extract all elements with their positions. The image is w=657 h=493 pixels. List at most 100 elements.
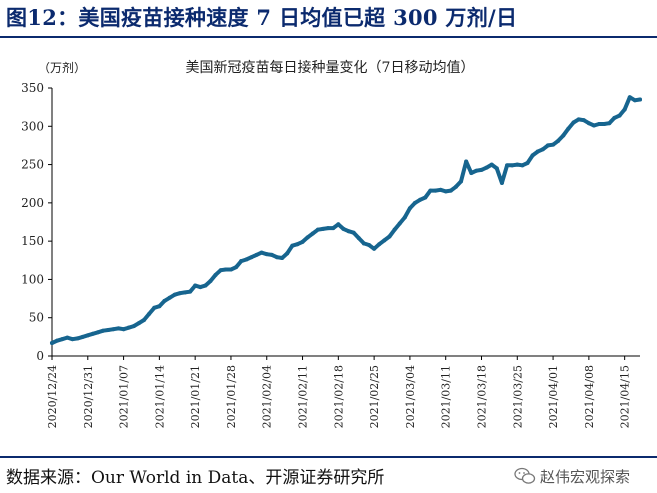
data-point: [254, 252, 259, 257]
data-point: [367, 242, 372, 247]
x-tick-label: 2021/04/08: [583, 365, 596, 428]
series-line: [50, 95, 642, 345]
data-point: [305, 235, 310, 240]
data-point: [157, 304, 162, 309]
data-point: [218, 268, 223, 273]
data-point: [198, 285, 203, 290]
data-point: [464, 159, 469, 164]
data-point: [152, 305, 157, 310]
y-tick-label: 0: [36, 349, 44, 363]
data-point: [479, 167, 484, 172]
x-tick-label: 2021/03/11: [440, 365, 453, 428]
data-point: [571, 120, 576, 125]
data-point: [505, 163, 510, 168]
data-point: [535, 149, 540, 154]
chart-title: 美国新冠疫苗每日接种量变化（7日移动均值）: [186, 59, 475, 76]
x-tick-label: 2021/02/11: [297, 365, 310, 428]
x-tick-label: 2021/03/25: [511, 365, 524, 428]
y-tick-label: 100: [21, 272, 44, 286]
data-point: [361, 241, 366, 246]
wechat-icon: [514, 467, 536, 484]
x-tick-label: 2021/02/04: [261, 365, 274, 428]
data-point: [96, 330, 101, 335]
data-point: [336, 222, 341, 227]
data-point: [203, 283, 208, 288]
y-tick-label: 50: [29, 311, 44, 325]
data-point: [172, 292, 177, 297]
data-point: [162, 298, 167, 303]
data-point: [377, 242, 382, 247]
data-point: [341, 226, 346, 231]
data-point: [274, 255, 279, 260]
x-tick-label: 2021/03/04: [404, 365, 417, 428]
data-point: [310, 231, 315, 236]
data-point: [234, 265, 239, 270]
data-point: [459, 179, 464, 184]
data-point: [632, 98, 637, 103]
y-tick-label: 300: [21, 119, 44, 133]
data-point: [315, 227, 320, 232]
data-point: [453, 184, 458, 189]
data-point: [55, 338, 60, 343]
data-point: [581, 118, 586, 123]
data-point: [551, 142, 556, 147]
data-point: [300, 239, 305, 244]
data-point: [136, 321, 141, 326]
data-point: [607, 121, 612, 126]
data-point: [244, 257, 249, 262]
data-point: [356, 236, 361, 241]
data-point: [418, 197, 423, 202]
data-point: [351, 230, 356, 235]
x-tick-label: 2021/01/07: [118, 365, 131, 428]
data-point: [515, 162, 520, 167]
title-divider: [0, 36, 657, 38]
data-point: [182, 290, 187, 295]
data-point: [494, 166, 499, 171]
source-note: 数据来源：Our World in Data、开源证券研究所: [6, 468, 385, 488]
data-point: [142, 318, 147, 323]
data-point: [295, 242, 300, 247]
data-point: [520, 163, 525, 168]
data-point: [566, 126, 571, 131]
data-point: [474, 168, 479, 173]
data-point: [65, 335, 70, 340]
data-point: [121, 327, 126, 332]
data-point: [499, 180, 504, 185]
y-tick-label: 350: [21, 81, 44, 95]
data-point: [402, 215, 407, 220]
data-point: [576, 117, 581, 122]
data-point: [586, 121, 591, 126]
data-point: [397, 221, 402, 226]
data-point: [167, 295, 172, 300]
data-point: [540, 147, 545, 152]
line-chart: 美国新冠疫苗每日接种量变化（7日移动均值） （万剂） 0 50 100 150 200 2…: [21, 59, 642, 428]
data-point: [90, 331, 95, 336]
data-point: [387, 234, 392, 239]
data-point: [259, 250, 264, 255]
data-point: [223, 267, 228, 272]
data-point: [126, 325, 131, 330]
data-point: [188, 289, 193, 294]
data-point: [320, 226, 325, 231]
data-point: [131, 324, 136, 329]
data-point: [208, 278, 213, 283]
footer-divider: [0, 456, 657, 458]
x-tick-label: 2021/04/15: [619, 365, 632, 428]
data-point: [525, 161, 530, 166]
data-point: [413, 200, 418, 205]
data-point: [484, 165, 489, 170]
data-point: [556, 138, 561, 143]
data-point: [101, 328, 106, 333]
data-point: [561, 133, 566, 138]
x-tick-label: 2021/01/14: [153, 365, 166, 428]
data-point: [116, 326, 121, 331]
data-point: [326, 226, 331, 231]
x-tick-label: 2021/01/21: [189, 365, 202, 428]
data-point: [530, 153, 535, 158]
data-point: [111, 327, 116, 332]
data-point: [407, 206, 412, 211]
data-point: [597, 121, 602, 126]
data-point: [392, 227, 397, 232]
figure-title: 图12：美国疫苗接种速度 7 日均值已超 300 万剂/日: [6, 5, 518, 30]
data-point: [602, 121, 607, 126]
